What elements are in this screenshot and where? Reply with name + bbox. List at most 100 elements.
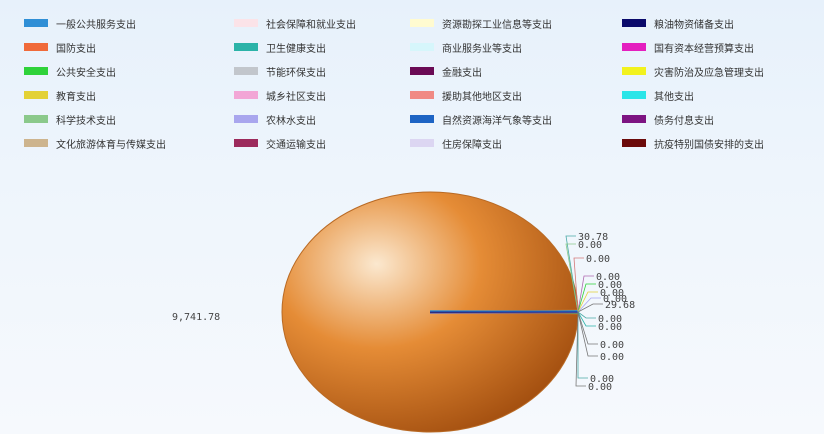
leader-line <box>573 257 584 313</box>
legend-label: 援助其他地区支出 <box>442 91 522 103</box>
data-label: 0.00 <box>598 280 622 291</box>
legend-label: 债务付息支出 <box>654 115 714 127</box>
leader-line <box>577 311 596 327</box>
legend-swatch <box>24 19 48 27</box>
legend-swatch <box>24 91 48 99</box>
legend-item[interactable]: 国防支出 <box>24 38 96 56</box>
legend-item[interactable]: 抗疫特别国债安排的支出 <box>622 134 764 152</box>
leader-line <box>565 243 579 313</box>
leader-line <box>577 275 594 313</box>
legend-swatch <box>410 139 434 147</box>
legend-label: 住房保障支出 <box>442 139 502 151</box>
legend-label: 农林水支出 <box>266 115 316 127</box>
legend-swatch <box>24 115 48 123</box>
legend-item[interactable]: 资源勘探工业信息等支出 <box>410 14 552 32</box>
legend-swatch <box>24 139 48 147</box>
leader-line <box>577 283 596 313</box>
leader-line <box>565 235 579 313</box>
legend-swatch <box>622 67 646 75</box>
leader-line <box>577 312 588 379</box>
legend-swatch <box>410 115 434 123</box>
legend-item[interactable]: 一般公共服务支出 <box>24 14 136 32</box>
legend-label: 交通运输支出 <box>266 139 326 151</box>
legend-swatch <box>622 139 646 147</box>
data-label: 0.00 <box>600 340 624 351</box>
data-label: 0.00 <box>600 288 624 299</box>
legend-item[interactable]: 科学技术支出 <box>24 110 116 128</box>
legend-item[interactable]: 粮油物资储备支出 <box>622 14 734 32</box>
legend-swatch <box>410 91 434 99</box>
legend-label: 城乡社区支出 <box>266 91 326 103</box>
legend-item[interactable]: 文化旅游体育与传媒支出 <box>24 134 166 152</box>
data-label: 29.68 <box>605 300 635 311</box>
legend-item[interactable]: 城乡社区支出 <box>234 86 326 104</box>
legend-swatch <box>24 67 48 75</box>
data-label: 0.00 <box>586 254 610 265</box>
data-label: 0.00 <box>590 374 614 385</box>
legend-label: 商业服务业等支出 <box>442 43 522 55</box>
legend-label: 节能环保支出 <box>266 67 326 79</box>
legend-swatch <box>234 19 258 27</box>
legend-item[interactable]: 农林水支出 <box>234 110 316 128</box>
data-label: 0.00 <box>598 322 622 333</box>
leader-line <box>575 311 586 387</box>
legend-swatch <box>234 139 258 147</box>
legend-item[interactable]: 国有资本经营预算支出 <box>622 38 754 56</box>
leader-line <box>577 303 603 313</box>
leader-line <box>577 291 598 313</box>
legend-swatch <box>410 19 434 27</box>
data-label: 0.00 <box>588 382 612 393</box>
legend-swatch <box>622 43 646 51</box>
data-label: 30.78 <box>578 232 608 243</box>
legend-swatch <box>24 43 48 51</box>
leader-line <box>577 297 601 313</box>
legend-item[interactable]: 灾害防治及应急管理支出 <box>622 62 764 80</box>
legend-item[interactable]: 节能环保支出 <box>234 62 326 80</box>
legend-swatch <box>622 19 646 27</box>
data-label: 0.00 <box>603 294 627 305</box>
data-label: 0.00 <box>600 352 624 363</box>
legend-label: 粮油物资储备支出 <box>654 19 734 31</box>
pie-slice[interactable] <box>281 191 579 433</box>
data-label: 9,741.78 <box>172 312 220 323</box>
legend-item[interactable]: 卫生健康支出 <box>234 38 326 56</box>
legend-label: 资源勘探工业信息等支出 <box>442 19 552 31</box>
legend-item[interactable]: 其他支出 <box>622 86 694 104</box>
legend-item[interactable]: 公共安全支出 <box>24 62 116 80</box>
leader-line <box>577 311 598 357</box>
legend-swatch <box>234 91 258 99</box>
legend-label: 卫生健康支出 <box>266 43 326 55</box>
legend-item[interactable]: 住房保障支出 <box>410 134 502 152</box>
legend-swatch <box>234 67 258 75</box>
legend-label: 文化旅游体育与传媒支出 <box>56 139 166 151</box>
legend-label: 科学技术支出 <box>56 115 116 127</box>
legend-item[interactable]: 自然资源海洋气象等支出 <box>410 110 552 128</box>
legend-swatch <box>234 115 258 123</box>
legend-item[interactable]: 教育支出 <box>24 86 96 104</box>
legend-item[interactable]: 债务付息支出 <box>622 110 714 128</box>
legend-label: 社会保障和就业支出 <box>266 19 356 31</box>
leader-line <box>577 311 596 319</box>
legend-label: 抗疫特别国债安排的支出 <box>654 139 764 151</box>
legend-item[interactable]: 社会保障和就业支出 <box>234 14 356 32</box>
legend-item[interactable]: 交通运输支出 <box>234 134 326 152</box>
data-label: 0.00 <box>596 272 620 283</box>
legend-item[interactable]: 援助其他地区支出 <box>410 86 522 104</box>
legend-label: 国防支出 <box>56 43 96 55</box>
legend-item[interactable]: 金融支出 <box>410 62 482 80</box>
data-label: 0.00 <box>578 240 602 251</box>
legend-swatch <box>234 43 258 51</box>
legend-swatch <box>622 91 646 99</box>
data-label: 0.00 <box>598 314 622 325</box>
legend-label: 公共安全支出 <box>56 67 116 79</box>
legend-label: 其他支出 <box>654 91 694 103</box>
legend-swatch <box>410 43 434 51</box>
legend-label: 自然资源海洋气象等支出 <box>442 115 552 127</box>
legend-label: 一般公共服务支出 <box>56 19 136 31</box>
legend-item[interactable]: 商业服务业等支出 <box>410 38 522 56</box>
legend-label: 灾害防治及应急管理支出 <box>654 67 764 79</box>
legend-swatch <box>410 67 434 75</box>
legend-label: 国有资本经营预算支出 <box>654 43 754 55</box>
